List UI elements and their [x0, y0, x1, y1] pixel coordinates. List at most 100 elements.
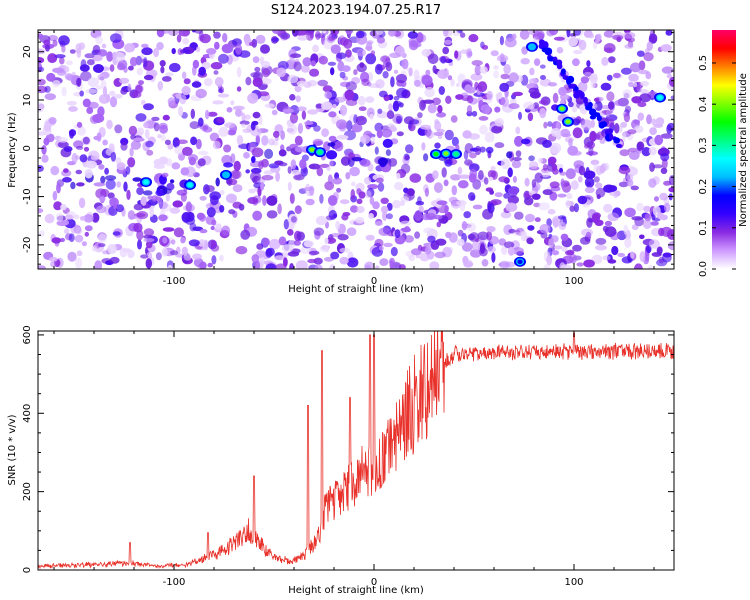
spectrogram-blob	[660, 44, 672, 52]
spectrogram-blob	[310, 60, 316, 67]
spectrogram-blob	[346, 257, 359, 268]
spectrogram-blob	[481, 44, 489, 50]
spectrogram-blob	[489, 189, 494, 195]
spectrogram-blob	[427, 235, 436, 243]
spectrogram-blob	[507, 186, 519, 196]
spectrogram-blob	[296, 231, 305, 241]
spectrogram-blob	[197, 158, 206, 167]
spectrogram-blob	[512, 175, 518, 183]
spectrogram-blob	[634, 217, 645, 227]
spectrogram-blob	[372, 201, 380, 210]
spectrogram-blob	[634, 263, 643, 269]
spectrogram-blob	[276, 67, 287, 78]
spectrogram-blob	[569, 205, 575, 212]
spectrogram-blob	[92, 44, 101, 54]
spectrogram-blob	[242, 128, 252, 134]
spectrogram-blob	[487, 246, 496, 253]
spectrogram-blob	[432, 97, 441, 106]
spectrogram-blob	[425, 212, 437, 221]
spectrogram-blob	[630, 185, 639, 191]
spectrogram-blob	[191, 81, 202, 88]
spectrogram-blob	[652, 164, 664, 169]
spectrogram-blob	[632, 81, 638, 88]
spectrogram-blob	[199, 261, 207, 269]
colorbar-tick-label: 0.1	[698, 220, 709, 236]
spectrogram-blob	[466, 95, 474, 104]
spectrogram-blob	[133, 203, 144, 211]
spectrogram-blob	[646, 114, 652, 125]
spectrogram-blob	[493, 70, 499, 79]
spectrogram-blob	[287, 74, 299, 84]
spectrogram-blob	[287, 251, 300, 257]
spectrogram-blob	[637, 112, 645, 121]
spectrogram-blob	[483, 177, 489, 185]
spectrogram-blob	[494, 117, 504, 127]
spectrogram-blob	[295, 260, 308, 269]
spectrogram-blob	[95, 85, 102, 90]
spectrogram-blob	[225, 178, 232, 185]
spectrogram-blob	[376, 129, 383, 139]
spectrogram-blob	[583, 259, 595, 268]
spectrogram-blob	[341, 65, 351, 72]
spectrogram-blob	[474, 145, 482, 156]
spectrogram-blob	[503, 64, 511, 75]
spectrogram-blob	[504, 37, 517, 48]
spectrogram-blob	[299, 159, 307, 169]
spectrogram-blob	[79, 90, 84, 97]
spectrogram-blob	[385, 61, 393, 72]
spectrogram-blob	[456, 82, 460, 88]
spectrogram-blob	[494, 192, 503, 198]
spectrogram-blob	[195, 88, 207, 99]
spectrogram-blob	[109, 64, 115, 72]
spectrogram-blob	[375, 177, 384, 184]
spectrogram-blob	[663, 202, 671, 213]
spectrogram-blob	[590, 119, 595, 128]
spectrogram-blob	[157, 134, 162, 139]
spectrogram-blob	[463, 211, 472, 219]
spectrogram-blob	[370, 136, 376, 144]
spectrogram-blob	[273, 130, 280, 138]
spectrogram-blob	[400, 196, 410, 203]
spectrogram-blob	[50, 165, 60, 176]
spectrogram-blob	[595, 182, 603, 189]
spectrogram-blob	[623, 31, 636, 39]
spectrogram-blob	[645, 71, 652, 80]
spectrogram-blob	[332, 104, 337, 109]
spectrogram-blob	[162, 237, 168, 244]
spectrogram-blob	[278, 236, 287, 246]
spectrogram-blob	[194, 30, 203, 34]
spectrogram-blob	[232, 184, 243, 193]
spectrogram-blob	[56, 182, 61, 194]
spectrogram-blob	[232, 38, 242, 46]
spectrogram-blob	[84, 225, 93, 232]
spectrogram-blob	[109, 96, 118, 108]
spectrogram-blob	[99, 196, 106, 202]
spectrogram-blob	[603, 203, 613, 213]
spectrogram-blob	[589, 130, 597, 142]
spectrogram-blob	[274, 255, 286, 261]
spectrogram-blob	[639, 251, 646, 263]
spectrogram-blob	[606, 74, 613, 81]
spectrogram-blob	[132, 177, 142, 182]
spectrogram-blob	[109, 90, 116, 96]
spectrogram-blob	[382, 210, 388, 221]
spectrogram-blob	[546, 30, 555, 37]
spectrogram-blob	[167, 97, 176, 106]
spectrogram-blob	[137, 127, 144, 136]
spectrogram-blob	[546, 255, 553, 266]
spectrogram-blob	[349, 166, 360, 177]
spectrogram-blob	[500, 211, 512, 219]
spectrogram-blob	[70, 181, 76, 190]
spectrogram-blob	[260, 181, 265, 191]
spectrogram-blob	[485, 146, 494, 154]
spectrogram-blob	[404, 155, 410, 161]
spectrogram-blob	[650, 221, 659, 226]
spectrogram-blob	[98, 243, 106, 248]
spectrogram-blob	[532, 102, 540, 109]
spectrogram-xlabel: Height of straight line (km)	[288, 284, 424, 295]
spectrogram-blob	[85, 88, 98, 94]
spectrogram-blob	[57, 137, 68, 143]
spectrogram-blob	[112, 203, 118, 210]
spectrogram-blob	[255, 134, 260, 145]
spectrogram-blob	[173, 227, 184, 238]
